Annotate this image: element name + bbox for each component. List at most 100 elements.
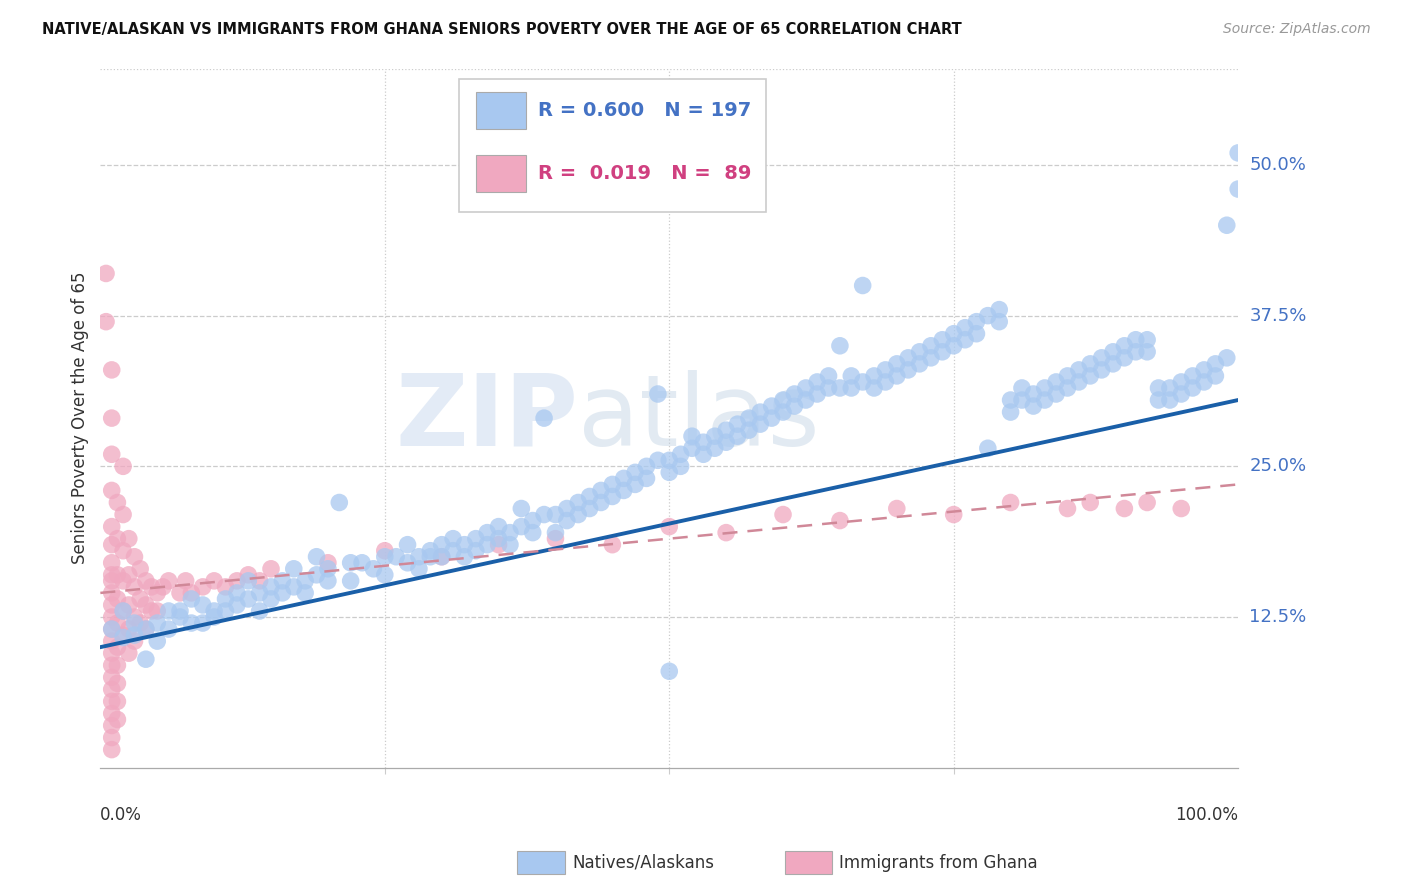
Point — [828, 339, 851, 353]
Point — [100, 586, 122, 600]
Point — [1078, 357, 1101, 371]
Point — [202, 574, 225, 588]
Point — [419, 543, 441, 558]
Text: ZIP: ZIP — [395, 369, 578, 467]
Point — [174, 574, 197, 588]
Point — [863, 381, 886, 395]
Point — [1136, 344, 1159, 359]
Point — [1067, 363, 1090, 377]
Point — [783, 387, 806, 401]
Point — [817, 368, 839, 383]
Point — [135, 574, 157, 588]
Point — [749, 405, 772, 419]
Point — [953, 333, 976, 347]
Point — [100, 658, 122, 673]
Point — [141, 580, 163, 594]
Point — [129, 591, 152, 606]
Point — [396, 556, 419, 570]
Point — [1114, 339, 1136, 353]
Point — [129, 562, 152, 576]
Point — [1045, 375, 1067, 389]
Point — [100, 363, 122, 377]
Point — [1033, 381, 1056, 395]
Point — [135, 598, 157, 612]
Point — [953, 320, 976, 334]
Point — [977, 442, 1000, 456]
Point — [920, 339, 942, 353]
Point — [794, 392, 817, 407]
Point — [118, 622, 141, 636]
Point — [94, 267, 117, 281]
Point — [908, 357, 931, 371]
Point — [100, 731, 122, 745]
Point — [886, 357, 908, 371]
Point — [636, 459, 658, 474]
Point — [772, 405, 794, 419]
Point — [118, 646, 141, 660]
Point — [430, 538, 453, 552]
Point — [441, 532, 464, 546]
Point — [1056, 381, 1078, 395]
Point — [839, 368, 862, 383]
Point — [817, 381, 839, 395]
Point — [1011, 381, 1033, 395]
Point — [1045, 387, 1067, 401]
Point — [180, 586, 202, 600]
Y-axis label: Seniors Poverty Over the Age of 65: Seniors Poverty Over the Age of 65 — [72, 272, 89, 565]
Point — [112, 574, 135, 588]
Point — [271, 586, 294, 600]
Text: 37.5%: 37.5% — [1250, 307, 1306, 325]
Point — [613, 471, 636, 485]
Point — [988, 315, 1011, 329]
Point — [453, 549, 475, 564]
Point — [283, 562, 305, 576]
Point — [658, 519, 681, 533]
Point — [510, 519, 533, 533]
Point — [714, 423, 737, 437]
Point — [1078, 495, 1101, 509]
Point — [488, 538, 510, 552]
Point — [107, 615, 129, 630]
Point — [852, 375, 875, 389]
Point — [1159, 381, 1181, 395]
Text: atlas: atlas — [578, 369, 820, 467]
Point — [135, 652, 157, 666]
Point — [658, 665, 681, 679]
Point — [761, 399, 783, 413]
Point — [374, 549, 396, 564]
Point — [112, 628, 135, 642]
Point — [107, 658, 129, 673]
FancyBboxPatch shape — [458, 79, 766, 212]
Text: 0.0%: 0.0% — [100, 806, 142, 824]
Point — [249, 586, 271, 600]
Point — [385, 549, 408, 564]
Point — [100, 694, 122, 708]
Point — [124, 610, 146, 624]
Point — [112, 508, 135, 522]
Point — [1181, 368, 1204, 383]
Point — [1227, 145, 1250, 160]
Text: Immigrants from Ghana: Immigrants from Ghana — [839, 854, 1038, 871]
Point — [283, 580, 305, 594]
Point — [988, 302, 1011, 317]
Point — [441, 543, 464, 558]
Point — [1022, 399, 1045, 413]
Point — [238, 567, 260, 582]
Point — [124, 628, 146, 642]
Point — [863, 368, 886, 383]
Point — [191, 580, 214, 594]
Point — [260, 580, 283, 594]
FancyBboxPatch shape — [475, 92, 526, 129]
Point — [112, 631, 135, 645]
Point — [294, 586, 316, 600]
Point — [567, 495, 589, 509]
Point — [124, 580, 146, 594]
Point — [544, 532, 567, 546]
Point — [806, 387, 828, 401]
Point — [1000, 495, 1022, 509]
Point — [931, 333, 953, 347]
Point — [1136, 495, 1159, 509]
Point — [339, 574, 361, 588]
Point — [965, 326, 987, 341]
Point — [1000, 392, 1022, 407]
